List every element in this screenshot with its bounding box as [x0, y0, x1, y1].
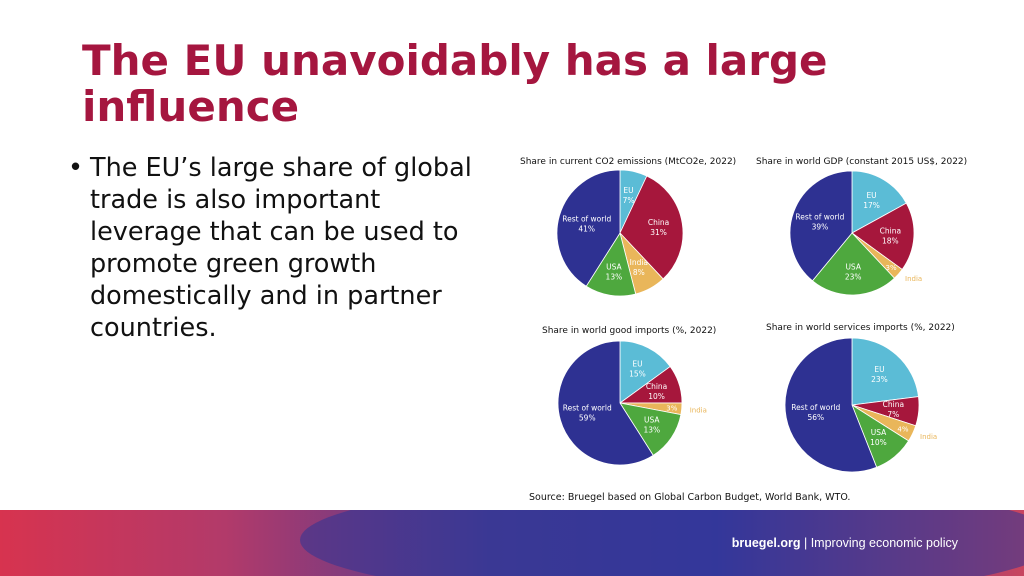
- slice-name-label: Rest of world: [563, 404, 612, 413]
- footer-site[interactable]: bruegel.org: [731, 536, 801, 550]
- slice-name-label: China: [648, 218, 669, 227]
- slice-name-label: India: [690, 406, 707, 414]
- slice-value-label: 23%: [845, 272, 862, 281]
- bullet-item: • The EU’s large share of global trade i…: [68, 152, 498, 344]
- slice-value-label: 39%: [812, 222, 829, 231]
- slice-name-label: EU: [632, 360, 642, 369]
- slice-value-label: 10%: [648, 392, 665, 401]
- slice-value-label: 18%: [882, 236, 899, 245]
- slice-value-label: 59%: [579, 414, 596, 423]
- slice-value-label: 17%: [863, 201, 880, 210]
- slice-name-label: USA: [644, 416, 660, 425]
- slice-value-label: 31%: [650, 228, 667, 237]
- slice-name-label: USA: [606, 263, 622, 272]
- slide-title: The EU unavoidably has a large influence: [82, 36, 828, 131]
- slice-name-label: EU: [874, 365, 884, 374]
- bullet-list: • The EU’s large share of global trade i…: [68, 152, 498, 344]
- slice-name-label: Rest of world: [791, 403, 840, 412]
- slice-name-label: India: [630, 258, 648, 267]
- slice-name-label: China: [880, 226, 901, 235]
- pie-slice-china: [619, 175, 684, 280]
- pie-slice-rest-of-world: [789, 170, 853, 282]
- chart-title: Share in current CO2 emissions (MtCO2e, …: [520, 157, 736, 167]
- pie-slice-rest-of-world: [784, 337, 878, 473]
- pie-slice-rest-of-world: [556, 169, 621, 287]
- bullet-text: The EU’s large share of global trade is …: [90, 153, 472, 343]
- chart-title: Share in world good imports (%, 2022): [542, 326, 716, 336]
- slice-name-label: India: [920, 433, 937, 441]
- slice-name-label: USA: [845, 262, 861, 271]
- chart-title: Share in world services imports (%, 2022…: [766, 323, 955, 333]
- chart-title: Share in world GDP (constant 2015 US$, 2…: [756, 157, 967, 167]
- slice-value-label: 3%: [886, 264, 897, 272]
- slice-value-label: 56%: [807, 413, 824, 422]
- slice-name-label: Rest of world: [562, 214, 611, 223]
- source-note: Source: Bruegel based on Global Carbon B…: [529, 492, 851, 503]
- footer-band: bruegel.org | Improving economic policy: [0, 510, 1024, 576]
- pie-chart: Share in world services imports (%, 2022…: [766, 323, 955, 473]
- pie-chart: Share in current CO2 emissions (MtCO2e, …: [520, 157, 736, 297]
- pie-slice-china: [851, 202, 915, 270]
- slice-name-label: China: [883, 400, 904, 409]
- pie-slice-usa: [811, 232, 896, 296]
- slice-value-label: 10%: [870, 438, 887, 447]
- bullet-dot: •: [68, 153, 84, 183]
- slice-name-label: India: [905, 275, 922, 283]
- slice-value-label: 41%: [578, 224, 595, 233]
- pie-charts: Share in current CO2 emissions (MtCO2e, …: [520, 157, 967, 473]
- slice-value-label: 13%: [606, 273, 623, 282]
- slice-value-label: 15%: [629, 370, 646, 379]
- pie-chart: Share in world GDP (constant 2015 US$, 2…: [756, 157, 967, 296]
- pie-slice-rest-of-world: [557, 340, 654, 466]
- slice-value-label: 3%: [666, 404, 677, 412]
- slice-name-label: EU: [866, 191, 876, 200]
- pie-slice-eu: [619, 340, 671, 404]
- slice-value-label: 23%: [871, 375, 888, 384]
- pie-slice-eu: [851, 337, 919, 406]
- pie-slice-eu: [851, 170, 907, 234]
- footer-tagline: Improving economic policy: [810, 536, 958, 550]
- footer-separator: |: [803, 536, 808, 550]
- slice-value-label: 7%: [623, 196, 635, 205]
- slice-name-label: USA: [871, 428, 887, 437]
- pie-chart: Share in world good imports (%, 2022)EU1…: [542, 326, 716, 466]
- footer-wave: [300, 510, 1024, 576]
- slice-name-label: Rest of world: [795, 212, 844, 221]
- slice-name-label: EU: [623, 186, 633, 195]
- footer-text: bruegel.org | Improving economic policy: [732, 536, 958, 550]
- slice-value-label: 8%: [633, 268, 645, 277]
- slice-name-label: China: [646, 382, 667, 391]
- slice-value-label: 4%: [897, 425, 908, 433]
- slice-value-label: 13%: [643, 426, 660, 435]
- slice-value-label: 7%: [887, 410, 899, 419]
